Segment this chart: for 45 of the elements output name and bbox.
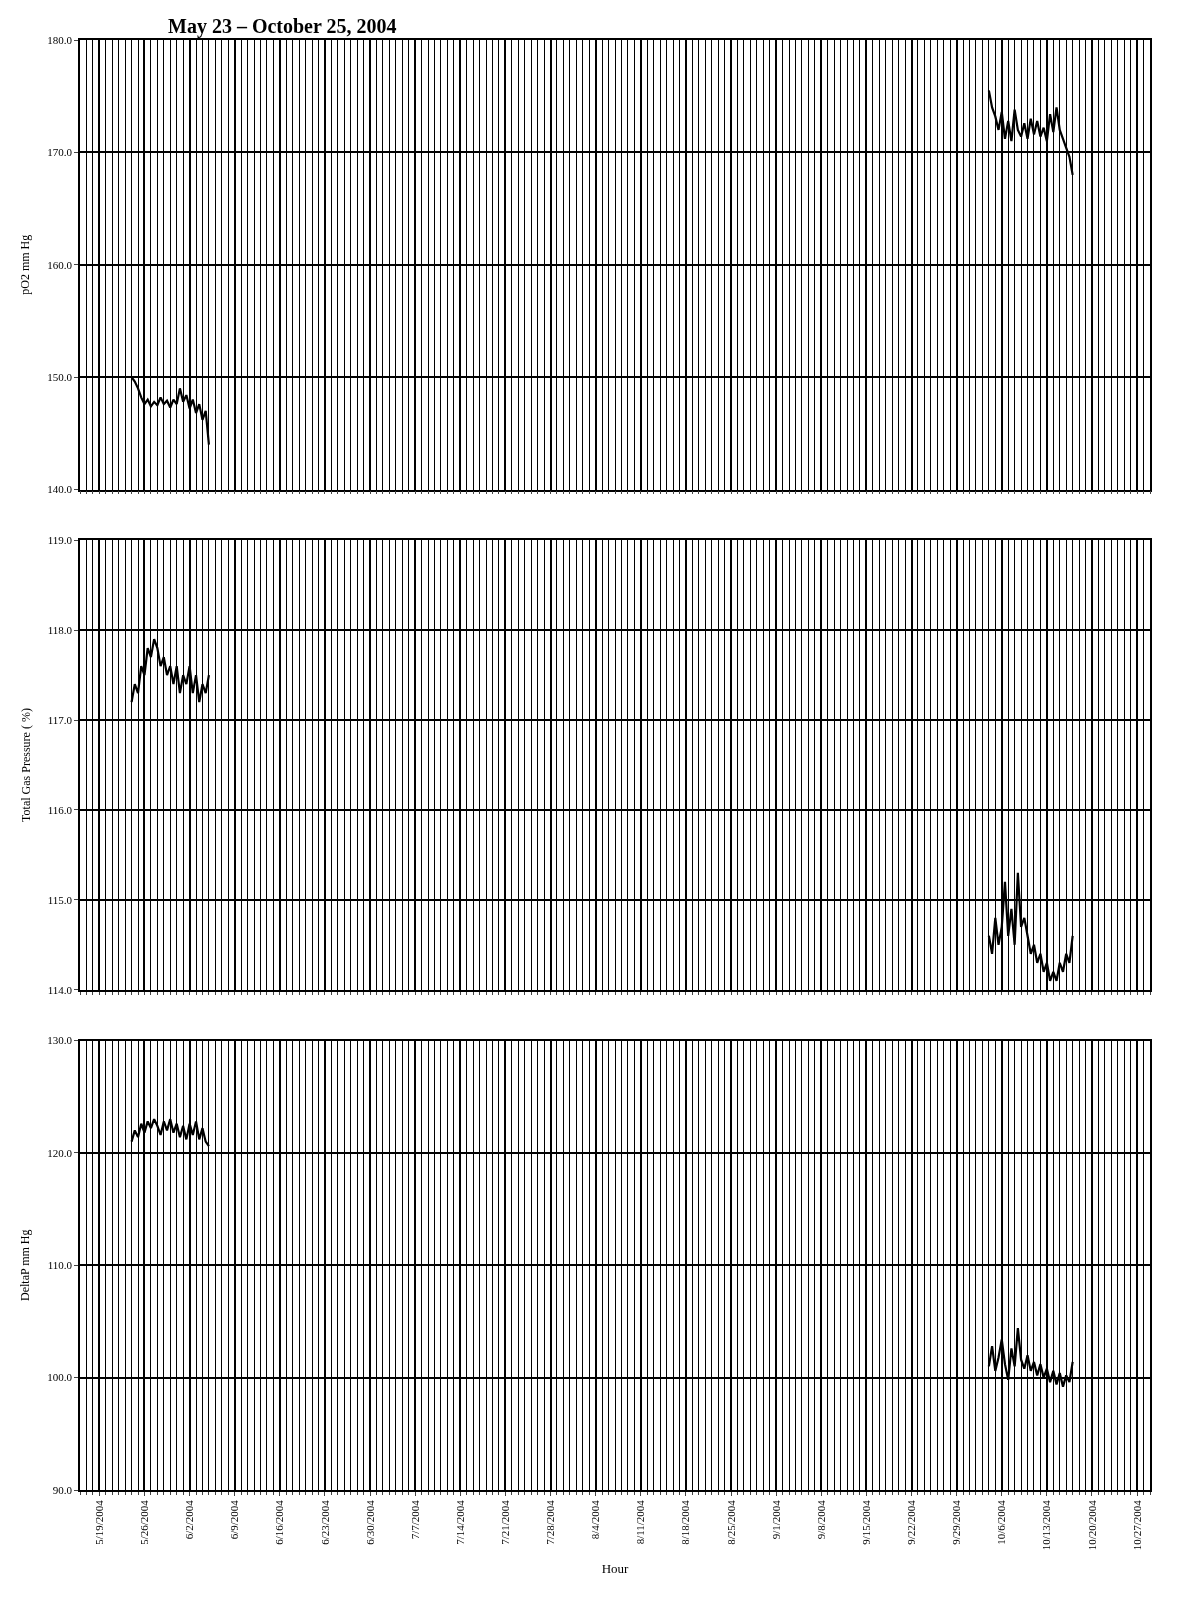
y-tick-label: 180.0 <box>47 33 73 46</box>
x-tick-label: 7/14/2004 <box>453 1499 466 1545</box>
chart-title: May 23 – October 25, 2004 <box>168 15 397 38</box>
x-tick-label: 10/20/2004 <box>1085 1499 1098 1551</box>
y-tick-label: 120.0 <box>47 1146 73 1159</box>
x-tick-label: 6/2/2004 <box>183 1499 196 1540</box>
y-axis-title: DeltaP mm Hg <box>18 1229 33 1302</box>
x-tick-label: 5/26/2004 <box>138 1499 151 1545</box>
x-tick-label: 7/7/2004 <box>408 1499 421 1540</box>
x-tick-label: 10/27/2004 <box>1130 1499 1143 1551</box>
x-tick-label: 9/29/2004 <box>950 1499 963 1545</box>
x-tick-label: 8/11/2004 <box>634 1499 647 1545</box>
x-tick-label: 10/6/2004 <box>995 1499 1008 1545</box>
x-tick-label: 7/21/2004 <box>499 1499 511 1545</box>
y-tick-label: 110.0 <box>47 1259 73 1272</box>
y-tick-label: 119.0 <box>47 534 73 547</box>
y-tick-label: 114.0 <box>47 983 73 996</box>
y-tick-label: 100.0 <box>47 1371 73 1384</box>
x-tick-label: 9/1/2004 <box>769 1499 782 1540</box>
x-tick-label: 5/19/2004 <box>92 1499 105 1545</box>
x-tick-label: 9/15/2004 <box>859 1499 872 1545</box>
x-tick-label: 9/8/2004 <box>814 1499 827 1540</box>
x-tick-label: 8/25/2004 <box>724 1499 737 1545</box>
x-tick-label: 10/13/2004 <box>1040 1499 1053 1551</box>
y-tick-label: 118.0 <box>47 624 73 636</box>
x-tick-label: 6/16/2004 <box>273 1499 286 1545</box>
x-tick-label: 8/4/2004 <box>589 1499 602 1540</box>
y-tick-label: 160.0 <box>47 258 73 271</box>
x-axis-title: Hour <box>601 1561 630 1577</box>
x-tick-label: 8/18/2004 <box>679 1499 692 1545</box>
y-tick-label: 117.0 <box>47 713 73 726</box>
y-axis-title: pO2 mm Hg <box>18 234 33 295</box>
x-tick-label: 9/22/2004 <box>905 1499 918 1545</box>
x-tick-label: 7/28/2004 <box>544 1499 557 1545</box>
y-tick-label: 130.0 <box>47 1034 73 1047</box>
y-tick-label: 170.0 <box>47 146 73 159</box>
y-tick-label: 150.0 <box>47 370 73 383</box>
y-tick-label: 115.0 <box>47 893 73 906</box>
y-tick-label: 116.0 <box>47 803 73 816</box>
x-tick-label: 6/9/2004 <box>228 1499 241 1540</box>
y-tick-label: 140.0 <box>47 483 73 496</box>
y-tick-label: 90.0 <box>52 1483 73 1496</box>
y-axis-title: Total Gas Pressure ( %) <box>18 708 33 822</box>
x-tick-label: 6/23/2004 <box>318 1499 331 1545</box>
x-tick-label: 6/30/2004 <box>363 1499 376 1545</box>
